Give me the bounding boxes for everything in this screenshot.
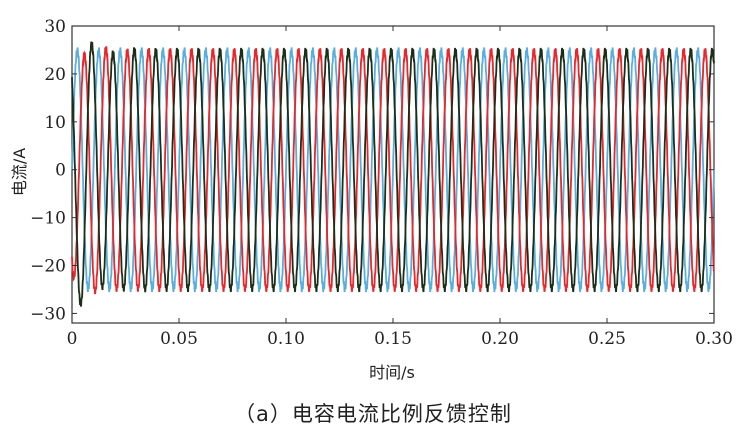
x-tick-label: 0.25 xyxy=(588,329,626,349)
y-tick-label: 30 xyxy=(44,17,66,37)
series-line-1 xyxy=(71,47,715,293)
ticks-layer: 0 0.05 0.10 0.15 0.20 0.25 0.30 −30 −20 −10 0 10 20 3… xyxy=(30,17,733,349)
y-axis-title: 电流/A xyxy=(10,148,29,196)
figure-caption: （a）电容电流比例反馈控制 xyxy=(234,402,512,426)
x-tick-label: 0.20 xyxy=(481,329,519,349)
x-tick-label: 0.15 xyxy=(374,329,412,349)
y-tick-label: 10 xyxy=(44,113,66,133)
x-tick-label: 0 xyxy=(67,329,78,349)
x-tick-label: 0.05 xyxy=(160,329,198,349)
y-tick-label: −20 xyxy=(30,257,66,277)
series-line-2 xyxy=(71,46,715,295)
x-tick-label: 0.30 xyxy=(695,329,733,349)
y-tick-label: 0 xyxy=(55,161,66,181)
x-axis-title: 时间/s xyxy=(369,363,415,382)
series-line-3 xyxy=(71,41,715,307)
x-tick-label: 0.10 xyxy=(267,329,305,349)
series-layer xyxy=(71,41,715,307)
y-tick-label: −30 xyxy=(30,304,66,324)
y-tick-label: 20 xyxy=(44,65,66,85)
y-tick-label: −10 xyxy=(30,209,66,229)
